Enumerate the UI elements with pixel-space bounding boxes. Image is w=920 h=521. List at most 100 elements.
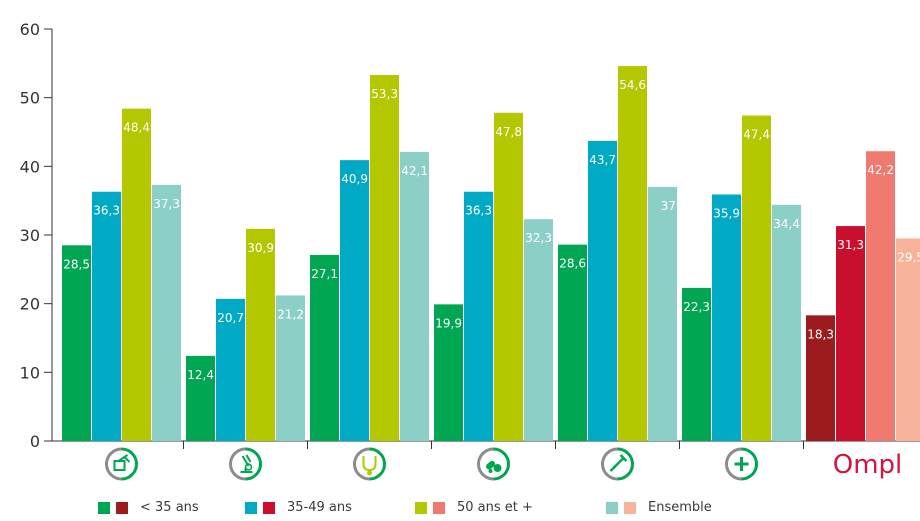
legend-swatch bbox=[415, 501, 427, 514]
icon-ring-left bbox=[353, 447, 370, 481]
bar bbox=[370, 75, 399, 442]
legend-swatch-ompl bbox=[116, 501, 128, 514]
y-tick-label: 20 bbox=[20, 295, 40, 314]
bar-value-label: 40,9 bbox=[341, 172, 368, 186]
bar bbox=[588, 140, 617, 441]
legend-item: Ensemble bbox=[606, 500, 712, 515]
bar-value-label: 28,5 bbox=[63, 257, 90, 271]
bar bbox=[310, 254, 339, 441]
bar-value-label: 35,9 bbox=[713, 206, 740, 220]
icon-glyph bbox=[609, 454, 628, 472]
bar-value-label: 29,5 bbox=[897, 250, 920, 264]
bar bbox=[494, 112, 523, 442]
y-tick-label: 40 bbox=[20, 157, 40, 176]
icon-glyph bbox=[117, 454, 131, 463]
icon-glyph bbox=[362, 456, 377, 472]
bar-value-label: 27,1 bbox=[311, 267, 338, 281]
bar bbox=[866, 151, 895, 441]
icon-glyph bbox=[367, 470, 372, 476]
icon-ring-right bbox=[741, 447, 758, 481]
icon-ring-left bbox=[229, 447, 246, 481]
icon-ring-left bbox=[105, 447, 122, 481]
bar bbox=[806, 315, 835, 441]
bar-value-label: 54,6 bbox=[619, 78, 646, 92]
bar bbox=[216, 298, 245, 441]
bar bbox=[618, 66, 647, 441]
bar-value-label: 22,3 bbox=[683, 300, 710, 314]
bar bbox=[524, 219, 553, 441]
bar bbox=[62, 245, 91, 441]
legend-swatch-ompl bbox=[263, 501, 275, 514]
bar-value-label: 47,8 bbox=[495, 125, 522, 139]
legend: < 35 ans 35-49 ans 50 ans et + Ensemble bbox=[0, 500, 920, 520]
bar-value-label: 36,3 bbox=[93, 204, 120, 218]
legend-label: Ensemble bbox=[648, 500, 712, 515]
bar bbox=[276, 295, 305, 441]
bar bbox=[772, 204, 801, 441]
legend-label: 35-49 ans bbox=[287, 500, 352, 515]
y-tick-label: 30 bbox=[20, 226, 40, 245]
syringe-icon bbox=[601, 447, 634, 481]
bar-value-label: 34,4 bbox=[773, 217, 800, 231]
bar bbox=[92, 191, 121, 441]
bar-value-label: 19,9 bbox=[435, 316, 462, 330]
bar-value-label: 18,3 bbox=[807, 327, 834, 341]
icon-ring-right bbox=[369, 447, 386, 481]
medical-cross-icon bbox=[725, 447, 758, 481]
bar-value-label: 48,4 bbox=[123, 121, 150, 135]
bar-value-label: 42,1 bbox=[401, 164, 428, 178]
legend-label: 50 ans et + bbox=[457, 500, 533, 515]
y-tick-label: 10 bbox=[20, 363, 40, 382]
bar bbox=[896, 238, 920, 441]
bar-value-label: 53,3 bbox=[371, 87, 398, 101]
bar-value-label: 37,3 bbox=[153, 197, 180, 211]
bar bbox=[340, 160, 369, 442]
bar bbox=[152, 184, 181, 441]
bar bbox=[648, 186, 677, 441]
icon-glyph bbox=[488, 469, 493, 473]
legend-swatch bbox=[98, 501, 110, 514]
icon-ring-right bbox=[245, 447, 262, 481]
bar-value-label: 21,2 bbox=[277, 307, 304, 321]
icon-glyph bbox=[493, 464, 502, 472]
y-tick-label: 50 bbox=[20, 89, 40, 108]
pharmacy-icon bbox=[105, 447, 138, 481]
legend-swatch-ompl bbox=[433, 501, 445, 514]
icon-ring-right bbox=[617, 447, 634, 481]
legend-item: 50 ans et + bbox=[415, 500, 533, 515]
bar bbox=[400, 151, 429, 441]
bar-value-label: 28,6 bbox=[559, 257, 586, 271]
y-tick-label: 60 bbox=[20, 20, 40, 39]
icon-ring-right bbox=[493, 447, 510, 481]
bar-value-label: 12,4 bbox=[187, 368, 214, 382]
legend-swatch bbox=[606, 501, 618, 514]
pills-icon bbox=[477, 447, 510, 481]
bar bbox=[246, 228, 275, 441]
bar-value-label: 31,3 bbox=[837, 238, 864, 252]
icon-glyph bbox=[244, 463, 253, 471]
stethoscope-icon bbox=[353, 447, 386, 481]
bar bbox=[464, 191, 493, 441]
icon-glyph bbox=[486, 460, 496, 470]
legend-label: < 35 ans bbox=[140, 500, 199, 515]
bar-value-label: 30,9 bbox=[247, 241, 274, 255]
legend-item: < 35 ans bbox=[98, 500, 199, 515]
icon-glyph bbox=[734, 457, 749, 471]
bar bbox=[558, 244, 587, 441]
icon-glyph bbox=[240, 454, 253, 473]
legend-swatch-ompl bbox=[624, 501, 636, 514]
bar-value-label: 37 bbox=[661, 199, 676, 213]
legend-item: 35-49 ans bbox=[245, 500, 352, 515]
bar-value-label: 36,3 bbox=[465, 204, 492, 218]
bar bbox=[186, 355, 215, 441]
legend-swatch bbox=[245, 501, 257, 514]
icon-ring-left bbox=[477, 447, 494, 481]
icon-glyph bbox=[113, 460, 126, 471]
icon-ring-right bbox=[121, 447, 138, 481]
y-tick-label: 0 bbox=[30, 432, 40, 451]
bar-value-label: 47,4 bbox=[743, 128, 770, 142]
icon-ring-left bbox=[725, 447, 742, 481]
bar-value-label: 20,7 bbox=[217, 311, 244, 325]
bar bbox=[742, 115, 771, 442]
bar-chart: 0 10 20 30 40 50 60 28,5 36,3 48,4 37,3 12,4 20,7 30,… bbox=[20, 20, 920, 481]
